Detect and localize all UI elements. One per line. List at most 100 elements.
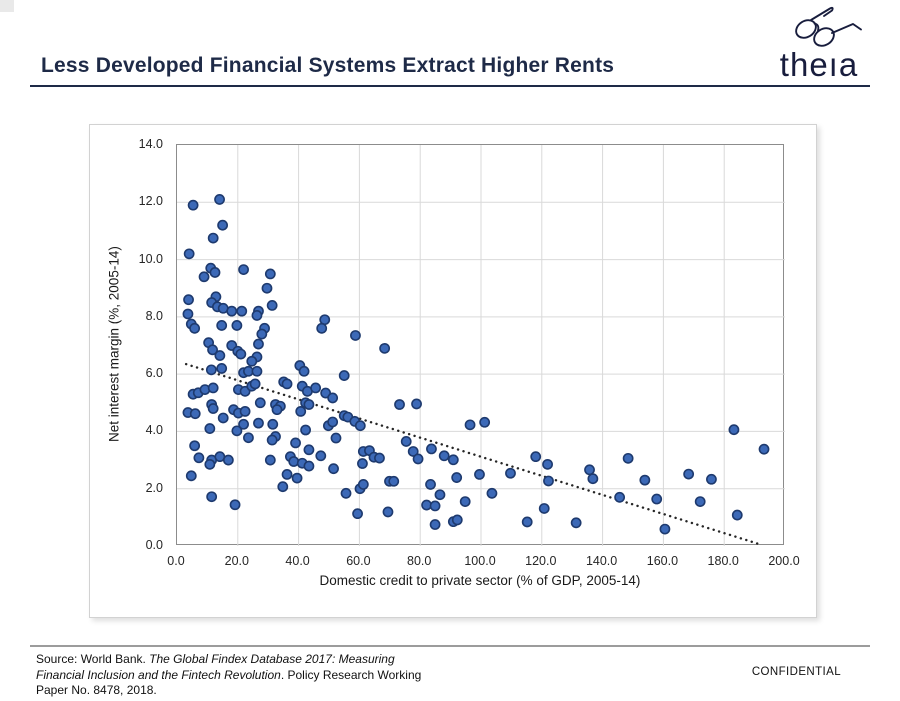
scatter-point xyxy=(246,355,258,367)
scatter-point xyxy=(206,491,218,503)
scatter-point xyxy=(266,434,278,446)
scatter-point xyxy=(479,416,491,428)
source-title-italic: Financial Inclusion and the Fintech Revo… xyxy=(36,667,281,682)
scatter-point xyxy=(328,463,339,475)
scatter-point xyxy=(231,425,243,437)
scatter-point xyxy=(281,468,293,480)
scatter-point xyxy=(288,456,300,467)
scatter-point xyxy=(639,474,651,486)
scatter-point xyxy=(214,194,225,205)
scatter-point xyxy=(316,322,328,334)
source-text: Source: World Bank. The Global Findex Da… xyxy=(36,652,506,699)
scatter-point xyxy=(338,370,350,381)
scatter-point xyxy=(530,451,542,463)
y-tick-label: 8.0 xyxy=(145,308,163,323)
scatter-point xyxy=(382,506,394,518)
scatter-point xyxy=(425,479,436,490)
scatter-point xyxy=(264,268,276,280)
scatter-point xyxy=(354,420,366,432)
scatter-point xyxy=(207,232,219,244)
y-tick-label: 2.0 xyxy=(145,480,163,495)
source-line: Source: World Bank. The Global Findex Da… xyxy=(36,652,506,668)
plot-area xyxy=(176,144,785,546)
scatter-point xyxy=(198,271,210,283)
x-tick-label: 0.0 xyxy=(167,554,185,568)
scatter-point xyxy=(538,503,550,514)
scatter-point xyxy=(451,472,463,483)
scatter-point xyxy=(474,468,485,480)
scatter-point xyxy=(277,481,289,493)
scatter-point xyxy=(543,475,554,487)
scatter-point xyxy=(207,382,219,394)
scatter-point xyxy=(295,405,307,417)
scatter-point xyxy=(251,365,263,377)
y-tick-label: 6.0 xyxy=(145,366,163,381)
scatter-point xyxy=(315,450,327,462)
scatter-point xyxy=(271,404,283,416)
scatter-point xyxy=(189,440,201,452)
x-tick-labels: 0.0 20.0 40.0 60.0 80.0 100.0 120.0 140.0 160.0 1… xyxy=(167,553,799,569)
scatter-point xyxy=(388,475,400,487)
scatter-point xyxy=(183,248,195,260)
scatter-point xyxy=(264,454,276,466)
scatter-point xyxy=(281,378,293,390)
scatter-point xyxy=(327,416,339,428)
x-tick-label: 80.0 xyxy=(407,554,432,568)
scatter-point xyxy=(183,294,194,306)
scatter-point xyxy=(182,308,194,320)
eyeglasses-icon xyxy=(795,6,862,47)
x-tick-label: 60.0 xyxy=(346,554,371,568)
scatter-point xyxy=(238,264,249,275)
scatter-point xyxy=(447,454,459,466)
x-axis-title: Domestic credit to private sector (% of … xyxy=(319,573,641,588)
scatter-point xyxy=(229,499,241,511)
scatter-point xyxy=(429,500,441,512)
scatter-point xyxy=(226,305,238,317)
source-title-italic: The Global Findex Database 2017: Measuri… xyxy=(149,652,395,666)
scatter-point xyxy=(459,496,471,508)
scatter-point xyxy=(330,432,342,444)
scatter-point xyxy=(340,487,352,499)
scatter-point xyxy=(352,508,363,520)
scatter-point xyxy=(659,523,671,535)
scatter-point xyxy=(266,299,278,311)
scatter-point xyxy=(451,514,463,526)
scatter-point xyxy=(235,348,247,360)
corner-artifact xyxy=(0,0,14,12)
scatter-point xyxy=(614,491,626,503)
scatter-point xyxy=(189,322,201,334)
scatter-point xyxy=(694,496,706,508)
logo-wordmark: theıa xyxy=(779,46,859,83)
scatter-point xyxy=(189,408,201,420)
x-tick-label: 100.0 xyxy=(464,554,496,568)
y-tick-label: 0.0 xyxy=(145,538,163,552)
scatter-point xyxy=(193,452,205,464)
source-text-segment: Paper No. 8478, 2018. xyxy=(36,683,157,697)
chart-card: Net interest margin (%, 2005-14) 0.0 2.0 4… xyxy=(89,124,817,618)
scatter-point xyxy=(253,338,264,350)
title-rule xyxy=(30,85,870,87)
scatter-point xyxy=(505,467,516,479)
source-text-segment: . Policy Research Working xyxy=(280,667,422,682)
scatter-point xyxy=(411,398,422,410)
scatter-point xyxy=(412,453,424,465)
scatter-point xyxy=(303,460,315,472)
trend-line xyxy=(184,362,762,546)
scatter-point xyxy=(217,412,229,424)
scatter-point xyxy=(205,364,217,376)
scatter-point xyxy=(261,282,273,294)
scatter-point xyxy=(251,310,263,321)
scatter-point xyxy=(207,403,219,414)
scatter-point xyxy=(238,418,249,430)
scatter-point xyxy=(243,432,254,444)
scatter-point xyxy=(310,382,322,394)
scatter-point xyxy=(426,443,437,455)
scatter-point xyxy=(542,458,553,470)
scatter-point xyxy=(400,436,412,447)
x-tick-label: 140.0 xyxy=(585,554,618,568)
scatter-point xyxy=(290,437,301,449)
footer-rule xyxy=(30,645,870,647)
scatter-point xyxy=(222,454,234,466)
scatter-point xyxy=(570,517,582,529)
scatter-point xyxy=(379,342,391,354)
